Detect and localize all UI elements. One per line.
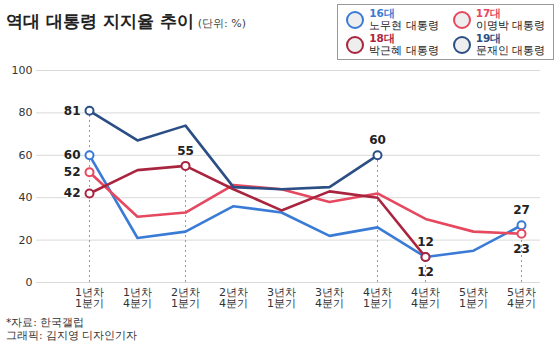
svg-text:2년차4분기: 2년차4분기	[219, 286, 248, 310]
html-text:17대: 17대	[475, 7, 502, 19]
svg-text:42: 42	[64, 186, 81, 200]
svg-text:20: 20	[19, 234, 33, 247]
svg-text:2년차1분기: 2년차1분기	[171, 286, 200, 310]
svg-text:12: 12	[417, 265, 434, 279]
html-text:*자료: 한국갤럽: *자료: 한국갤럽	[6, 316, 85, 328]
html-text:역대 대통령 지지율 추이 (단위: %): 역대 대통령 지지율 추이 (단위: %)	[6, 11, 246, 31]
svg-text:60: 60	[19, 149, 33, 162]
html-text:18대: 18대	[369, 32, 395, 44]
svg-text:40: 40	[19, 191, 33, 204]
html-text:그래픽: 김지영 디자인기자: 그래픽: 김지영 디자인기자	[6, 329, 138, 341]
svg-text:4년차4분기: 4년차4분기	[411, 286, 440, 310]
html-text:박근혜 대통령: 박근혜 대통령	[369, 43, 439, 56]
svg-text:60: 60	[64, 148, 81, 162]
html-text:16대: 16대	[369, 7, 395, 19]
svg-text:100: 100	[12, 64, 33, 77]
html-text:이명박 대통령: 이명박 대통령	[475, 18, 545, 31]
svg-text:23: 23	[513, 242, 530, 256]
svg-text:52: 52	[64, 165, 81, 179]
svg-text:4년차1분기: 4년차1분기	[363, 286, 392, 310]
svg-text:1년차1분기: 1년차1분기	[75, 286, 104, 310]
html-text:19대: 19대	[475, 32, 502, 44]
svg-text:80: 80	[19, 106, 33, 119]
svg-text:3년차4분기: 3년차4분기	[315, 286, 344, 310]
svg-text:81: 81	[64, 104, 81, 118]
svg-text:55: 55	[177, 144, 194, 158]
svg-text:3년차1분기: 3년차1분기	[267, 286, 296, 310]
html-text:문재인 대통령: 문재인 대통령	[475, 43, 545, 56]
svg-text:12: 12	[417, 235, 434, 249]
svg-text:5년차4분기: 5년차4분기	[507, 286, 536, 310]
svg-text:5년차1분기: 5년차1분기	[459, 286, 488, 310]
svg-text:60: 60	[369, 133, 386, 147]
svg-text:27: 27	[513, 203, 530, 217]
svg-text:1년차4분기: 1년차4분기	[123, 286, 152, 310]
html-text:노무현 대통령: 노무현 대통령	[369, 18, 439, 31]
svg-text:0: 0	[26, 276, 33, 289]
